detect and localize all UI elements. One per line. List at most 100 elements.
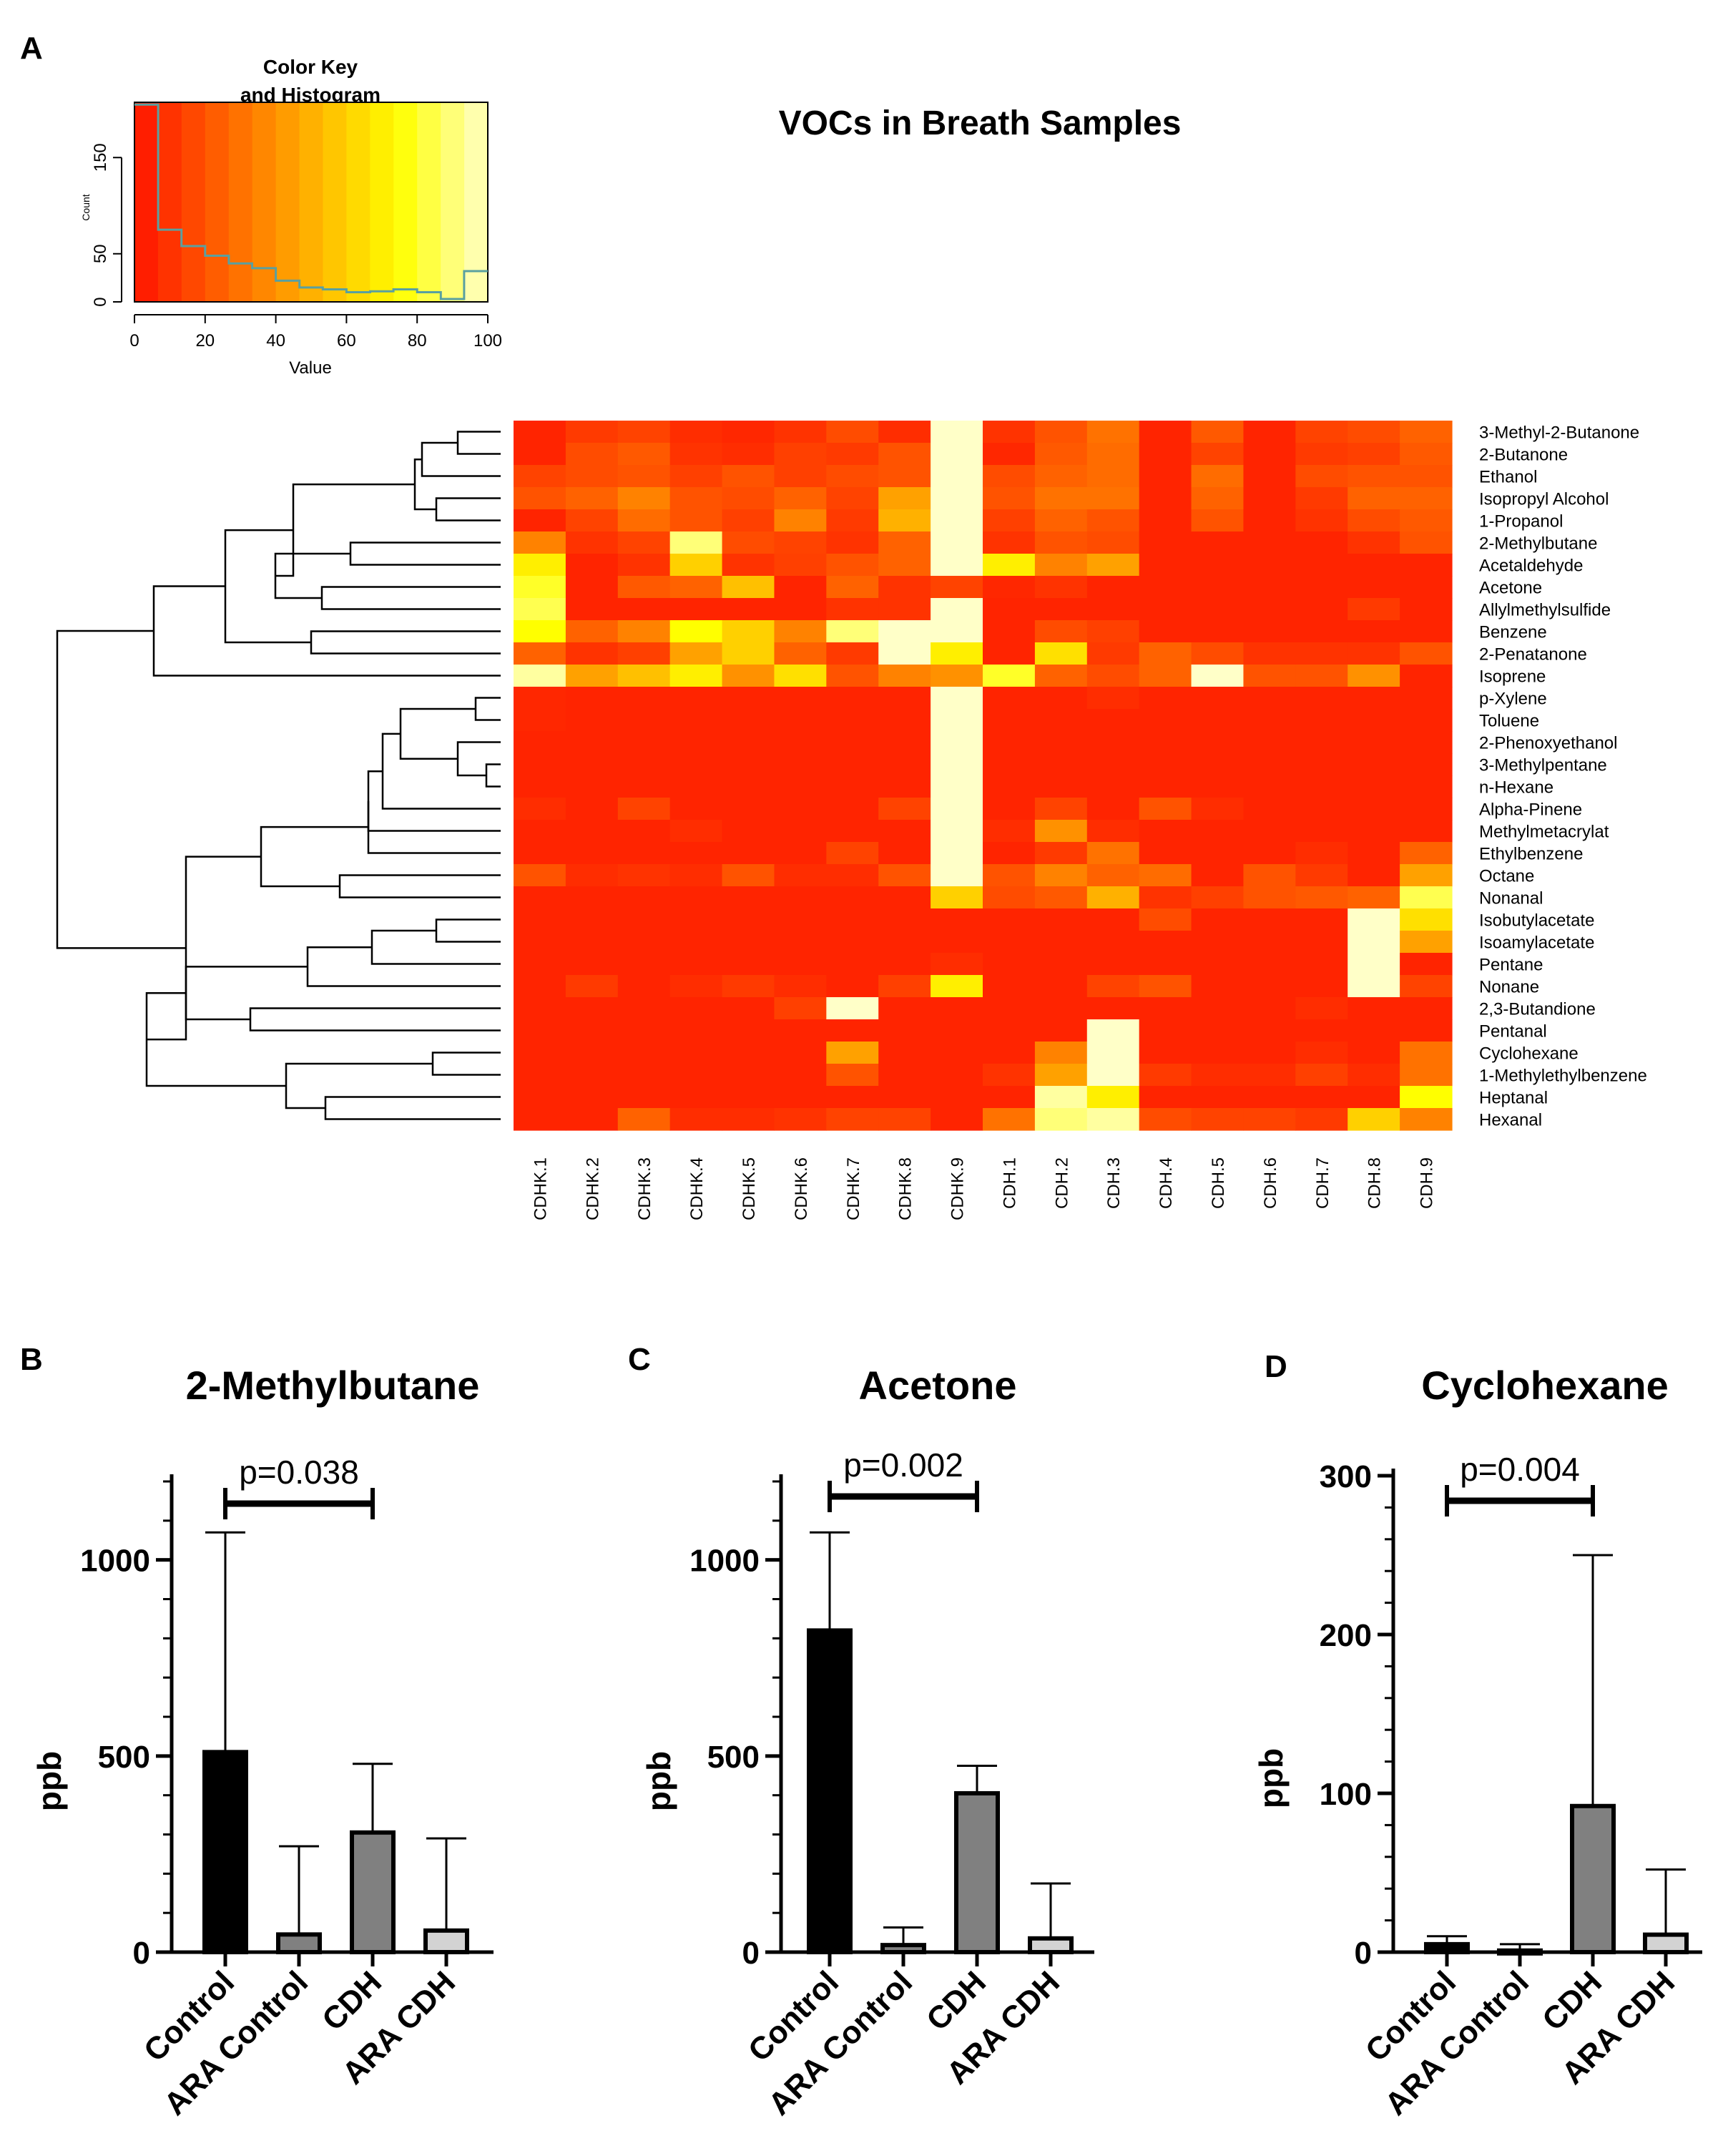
heatmap-cell <box>1139 509 1192 532</box>
heatmap-cell <box>669 709 723 732</box>
heatmap-cell <box>878 1019 931 1042</box>
heatmap-cell <box>1243 753 1296 776</box>
heatmap-cell <box>1348 598 1400 621</box>
panel-label-d: D <box>1265 1349 1287 1384</box>
heatmap-cell <box>983 1064 1036 1087</box>
heatmap-cell <box>1348 665 1400 687</box>
color-key-y-tick-label: 0 <box>91 297 110 306</box>
heatmap-cell <box>1400 1108 1453 1131</box>
heatmap-cell <box>1139 798 1192 820</box>
heatmap-cell <box>774 842 827 865</box>
heatmap-cell <box>1086 620 1140 643</box>
heatmap-cell <box>617 953 671 976</box>
heatmap-cell <box>983 775 1036 798</box>
heatmap-cell <box>1191 975 1245 998</box>
heatmap-cell <box>1295 997 1348 1020</box>
heatmap-cell <box>878 1108 931 1131</box>
heatmap-cell <box>878 465 931 488</box>
heatmap-cell <box>774 687 827 710</box>
heatmap-cell <box>826 598 879 621</box>
heatmap-cell <box>722 953 775 976</box>
heatmap-cell <box>1243 1086 1296 1109</box>
heatmap-cell <box>1348 576 1400 599</box>
heatmap-cell <box>983 997 1036 1020</box>
heatmap-cell <box>1086 798 1140 820</box>
heatmap-cell <box>826 709 879 732</box>
heatmap-cell <box>1400 421 1453 444</box>
heatmap-cell <box>983 465 1036 488</box>
heatmap-cell <box>826 465 879 488</box>
heatmap-cell <box>1400 576 1453 599</box>
p-value-label: p=0.004 <box>1460 1451 1580 1488</box>
heatmap-cell <box>931 465 983 488</box>
heatmap-cell <box>1243 842 1296 865</box>
heatmap-cell <box>669 798 723 820</box>
heatmap-cell <box>1243 421 1296 444</box>
heatmap-column-label: CDH.1 <box>1000 1157 1019 1209</box>
heatmap-cell <box>1243 953 1296 976</box>
heatmap-cell <box>669 598 723 621</box>
heatmap-cell <box>722 531 775 554</box>
heatmap-cell <box>722 997 775 1020</box>
heatmap-column-label: CDHK.5 <box>740 1157 759 1220</box>
heatmap-cell <box>826 975 879 998</box>
heatmap-row-label: Allylmethylsulfide <box>1479 601 1611 620</box>
heatmap-cell <box>1034 975 1088 998</box>
heatmap-cell <box>565 908 619 931</box>
heatmap-cell <box>1400 465 1453 488</box>
heatmap-cell <box>826 731 879 754</box>
heatmap-row-label: Ethanol <box>1479 468 1537 487</box>
heatmap-cell <box>1295 421 1348 444</box>
heatmap-cell <box>565 975 619 998</box>
heatmap-cell <box>1348 465 1400 488</box>
heatmap-cell <box>1086 531 1140 554</box>
heatmap-cell <box>617 554 671 577</box>
heatmap-cell <box>878 620 931 643</box>
heatmap-column-label: CDHK.6 <box>792 1157 811 1220</box>
heatmap-cell <box>1400 975 1453 998</box>
heatmap-cell <box>722 487 775 510</box>
heatmap-cell <box>722 709 775 732</box>
heatmap-row-label: Pentane <box>1479 956 1543 975</box>
heatmap-cell <box>878 487 931 510</box>
heatmap-cell <box>826 687 879 710</box>
heatmap-cell <box>1191 775 1245 798</box>
heatmap-cell <box>617 820 671 843</box>
heatmap-row-label: p-Xylene <box>1479 690 1547 709</box>
heatmap-cell <box>1348 753 1400 776</box>
heatmap-cell <box>1348 443 1400 466</box>
heatmap-cell <box>722 509 775 532</box>
heatmap-cell <box>1139 531 1192 554</box>
heatmap-cell <box>1400 1064 1453 1087</box>
color-key-swatch <box>134 102 159 302</box>
bar-chart-title: 2-Methylbutane <box>186 1363 480 1408</box>
heatmap-cell <box>1400 554 1453 577</box>
heatmap-cell <box>565 775 619 798</box>
heatmap-row-label: 2-Butanone <box>1479 446 1568 465</box>
color-key-swatch <box>157 102 182 302</box>
dendrogram-branch <box>367 800 501 854</box>
heatmap-cell <box>878 1086 931 1109</box>
heatmap-cell <box>774 509 827 532</box>
heatmap-cell <box>983 1108 1036 1131</box>
heatmap-cell <box>565 465 619 488</box>
heatmap-cell <box>1086 509 1140 532</box>
heatmap-cell <box>617 642 671 665</box>
heatmap-cell <box>669 975 723 998</box>
heatmap-cell <box>617 864 671 887</box>
heatmap-cell <box>669 1064 723 1087</box>
heatmap-cell <box>565 509 619 532</box>
heatmap-row-label: Acetone <box>1479 579 1542 598</box>
y-axis-label: ppb <box>1252 1748 1290 1808</box>
heatmap-cell <box>1139 931 1192 954</box>
heatmap-cell <box>1400 775 1453 798</box>
heatmap-cell <box>1034 953 1088 976</box>
heatmap-row-label: Toluene <box>1479 712 1539 731</box>
heatmap-row-label: 2-Methylbutane <box>1479 534 1597 554</box>
heatmap-row-label: 2-Penatanone <box>1479 645 1587 665</box>
heatmap-cell <box>1139 1086 1192 1109</box>
heatmap-cell <box>1295 798 1348 820</box>
heatmap-cell <box>826 443 879 466</box>
heatmap-cell <box>1034 531 1088 554</box>
